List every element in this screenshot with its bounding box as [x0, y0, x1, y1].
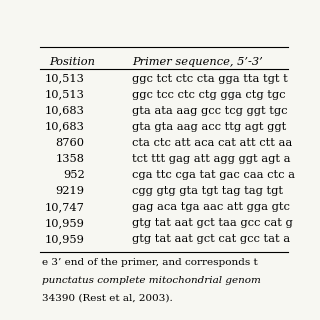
Text: 34390 (Rest et al, 2003).: 34390 (Rest et al, 2003).	[43, 293, 173, 302]
Text: gag aca tga aac att gga gtc: gag aca tga aac att gga gtc	[132, 202, 290, 212]
Text: 1358: 1358	[56, 154, 84, 164]
Text: cta ctc att aca cat att ctt aa: cta ctc att aca cat att ctt aa	[132, 138, 292, 148]
Text: 10,513: 10,513	[45, 90, 84, 100]
Text: 10,683: 10,683	[45, 122, 84, 132]
Text: Position: Position	[49, 57, 95, 67]
Text: ggc tcc ctc ctg gga ctg tgc: ggc tcc ctc ctg gga ctg tgc	[132, 90, 285, 100]
Text: gtg tat aat gct cat gcc tat a: gtg tat aat gct cat gcc tat a	[132, 234, 290, 244]
Text: punctatus complete mitochondrial genom: punctatus complete mitochondrial genom	[43, 276, 261, 285]
Text: gtg tat aat gct taa gcc cat g: gtg tat aat gct taa gcc cat g	[132, 218, 292, 228]
Text: 8760: 8760	[56, 138, 84, 148]
Text: Primer sequence, 5’-3’: Primer sequence, 5’-3’	[132, 57, 262, 67]
Text: e 3’ end of the primer, and corresponds t: e 3’ end of the primer, and corresponds …	[43, 258, 258, 267]
Text: cgg gtg gta tgt tag tag tgt: cgg gtg gta tgt tag tag tgt	[132, 186, 283, 196]
Text: cga ttc cga tat gac caa ctc a: cga ttc cga tat gac caa ctc a	[132, 170, 295, 180]
Text: 9219: 9219	[56, 186, 84, 196]
Text: ggc tct ctc cta gga tta tgt t: ggc tct ctc cta gga tta tgt t	[132, 74, 287, 84]
Text: 10,959: 10,959	[45, 218, 84, 228]
Text: 10,747: 10,747	[45, 202, 84, 212]
Text: gta gta aag acc ttg agt ggt: gta gta aag acc ttg agt ggt	[132, 122, 286, 132]
Text: tct ttt gag att agg ggt agt a: tct ttt gag att agg ggt agt a	[132, 154, 290, 164]
Text: 10,959: 10,959	[45, 234, 84, 244]
Text: 10,683: 10,683	[45, 106, 84, 116]
Text: 10,513: 10,513	[45, 74, 84, 84]
Text: 952: 952	[63, 170, 84, 180]
Text: gta ata aag gcc tcg ggt tgc: gta ata aag gcc tcg ggt tgc	[132, 106, 287, 116]
